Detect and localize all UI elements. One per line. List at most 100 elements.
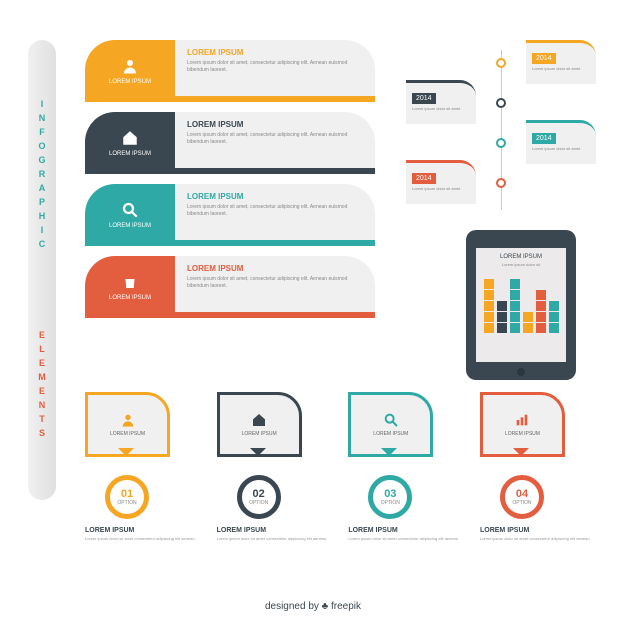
- credit-text: designed by ♣ freepik: [0, 601, 626, 612]
- step-desc: LOREM IPSUM Lorem ipsum dolor sit amet c…: [85, 527, 200, 541]
- step-desc: LOREM IPSUM Lorem ipsum dolor sit amet c…: [348, 527, 463, 541]
- side-label-bottom: ELEMENTS: [37, 330, 47, 442]
- step-body: Lorem ipsum dolor sit amet consectetur a…: [348, 536, 463, 541]
- step-title: LOREM IPSUM: [217, 527, 332, 534]
- phone-mockup: LOREM IPSUM Lorem ipsum dolor sit: [466, 230, 576, 380]
- banner-tab-label: LOREM IPSUM: [109, 79, 151, 85]
- step-box-label: LOREM IPSUM: [505, 431, 540, 437]
- phone-screen: LOREM IPSUM Lorem ipsum dolor sit: [476, 248, 566, 362]
- timeline-text: Lorem ipsum dolor sit amet: [532, 66, 590, 71]
- step-number: 02: [253, 488, 265, 500]
- step-option-label: OPTION: [249, 500, 268, 506]
- step-body: Lorem ipsum dolor sit amet consectetur a…: [480, 536, 595, 541]
- timeline-node: [496, 138, 506, 148]
- banner-content: LOREM IPSUM Lorem ipsum dolor sit amet, …: [175, 184, 375, 246]
- banner-title: LOREM IPSUM: [187, 192, 363, 201]
- step-desc: LOREM IPSUM Lorem ipsum dolor sit amet c…: [217, 527, 332, 541]
- step: LOREM IPSUM 03 OPTION LOREM IPSUM Lorem …: [348, 392, 463, 541]
- banner-title: LOREM IPSUM: [187, 264, 363, 273]
- step-title: LOREM IPSUM: [480, 527, 595, 534]
- banner-tab-label: LOREM IPSUM: [109, 223, 151, 229]
- phone-subtitle: Lorem ipsum dolor sit: [482, 262, 560, 267]
- step-body: Lorem ipsum dolor sit amet consectetur a…: [217, 536, 332, 541]
- banner-tab-label: LOREM IPSUM: [109, 151, 151, 157]
- person-icon: [120, 412, 136, 428]
- banner-tab: LOREM IPSUM: [85, 40, 175, 102]
- step-box: LOREM IPSUM: [480, 392, 565, 457]
- phone-bars: [482, 273, 560, 333]
- banner: $ LOREM IPSUM LOREM IPSUM Lorem ipsum do…: [85, 256, 375, 318]
- banner-content: LOREM IPSUM Lorem ipsum dolor sit amet, …: [175, 112, 375, 174]
- timeline-text: Lorem ipsum dolor sit amet: [532, 146, 590, 151]
- step-box: LOREM IPSUM: [217, 392, 302, 457]
- banner: LOREM IPSUM LOREM IPSUM Lorem ipsum dolo…: [85, 40, 375, 102]
- banner-content: LOREM IPSUM Lorem ipsum dolor sit amet, …: [175, 40, 375, 102]
- phone-bar: [484, 278, 494, 333]
- step-box-label: LOREM IPSUM: [242, 431, 277, 437]
- phone-title: LOREM IPSUM: [482, 254, 560, 260]
- step-number: 03: [384, 488, 396, 500]
- search-icon: [383, 412, 399, 428]
- timeline-year: 2014: [532, 133, 556, 144]
- banner: LOREM IPSUM LOREM IPSUM Lorem ipsum dolo…: [85, 112, 375, 174]
- banner-body: Lorem ipsum dolor sit amet, consectetur …: [187, 60, 363, 73]
- step-desc: LOREM IPSUM Lorem ipsum dolor sit amet c…: [480, 527, 595, 541]
- step-list: LOREM IPSUM 01 OPTION LOREM IPSUM Lorem …: [85, 392, 595, 541]
- bag-icon: $: [121, 273, 139, 291]
- banner-body: Lorem ipsum dolor sit amet, consectetur …: [187, 132, 363, 145]
- banner-tab: LOREM IPSUM: [85, 184, 175, 246]
- phone-bar: [523, 311, 533, 333]
- timeline-year: 2014: [532, 53, 556, 64]
- phone-bar: [549, 300, 559, 333]
- timeline-card: 2014 Lorem ipsum dolor sit amet: [526, 40, 596, 84]
- banner: LOREM IPSUM LOREM IPSUM Lorem ipsum dolo…: [85, 184, 375, 246]
- chart-icon: [514, 412, 530, 428]
- timeline: 2014 Lorem ipsum dolor sit amet 2014 Lorem …: [406, 40, 596, 220]
- phone-bar: [510, 278, 520, 333]
- timeline-card: 2014 Lorem ipsum dolor sit amet: [526, 120, 596, 164]
- step-number: 04: [516, 488, 528, 500]
- step-circle: 04 OPTION: [500, 475, 544, 519]
- step-option-label: OPTION: [381, 500, 400, 506]
- house-icon: [121, 129, 139, 147]
- step-circle: 01 OPTION: [105, 475, 149, 519]
- phone-bar: [536, 289, 546, 333]
- step-box-label: LOREM IPSUM: [110, 431, 145, 437]
- timeline-text: Lorem ipsum dolor sit amet: [412, 186, 470, 191]
- banner-title: LOREM IPSUM: [187, 120, 363, 129]
- timeline-card: 2014 Lorem ipsum dolor sit amet: [406, 160, 476, 204]
- step-title: LOREM IPSUM: [348, 527, 463, 534]
- timeline-year: 2014: [412, 173, 436, 184]
- side-label-top: INFOGRAPHIC: [37, 99, 47, 253]
- timeline-node: [496, 58, 506, 68]
- timeline-text: Lorem ipsum dolor sit amet: [412, 106, 470, 111]
- search-icon: [121, 201, 139, 219]
- phone-bar: [497, 300, 507, 333]
- phone-home-button: [517, 368, 525, 376]
- banner-body: Lorem ipsum dolor sit amet, consectetur …: [187, 204, 363, 217]
- banner-body: Lorem ipsum dolor sit amet, consectetur …: [187, 276, 363, 289]
- step-box: LOREM IPSUM: [348, 392, 433, 457]
- banner-content: LOREM IPSUM Lorem ipsum dolor sit amet, …: [175, 256, 375, 318]
- banner-tab: LOREM IPSUM: [85, 112, 175, 174]
- step: LOREM IPSUM 02 OPTION LOREM IPSUM Lorem …: [217, 392, 332, 541]
- step: LOREM IPSUM 04 OPTION LOREM IPSUM Lorem …: [480, 392, 595, 541]
- timeline-node: [496, 178, 506, 188]
- side-label-pill: INFOGRAPHIC ELEMENTS: [28, 40, 56, 500]
- step-circle: 02 OPTION: [237, 475, 281, 519]
- step-circle: 03 OPTION: [368, 475, 412, 519]
- step-number: 01: [121, 488, 133, 500]
- person-icon: [121, 57, 139, 75]
- banner-title: LOREM IPSUM: [187, 48, 363, 57]
- step-body: Lorem ipsum dolor sit amet consectetur a…: [85, 536, 200, 541]
- step: LOREM IPSUM 01 OPTION LOREM IPSUM Lorem …: [85, 392, 200, 541]
- banner-list: LOREM IPSUM LOREM IPSUM Lorem ipsum dolo…: [85, 40, 375, 328]
- banner-tab: $ LOREM IPSUM: [85, 256, 175, 318]
- step-box: LOREM IPSUM: [85, 392, 170, 457]
- banner-tab-label: LOREM IPSUM: [109, 295, 151, 301]
- step-option-label: OPTION: [117, 500, 136, 506]
- timeline-card: 2014Lorem ipsum dolor sit amet: [406, 80, 476, 124]
- step-option-label: OPTION: [512, 500, 531, 506]
- house-icon: [251, 412, 267, 428]
- step-title: LOREM IPSUM: [85, 527, 200, 534]
